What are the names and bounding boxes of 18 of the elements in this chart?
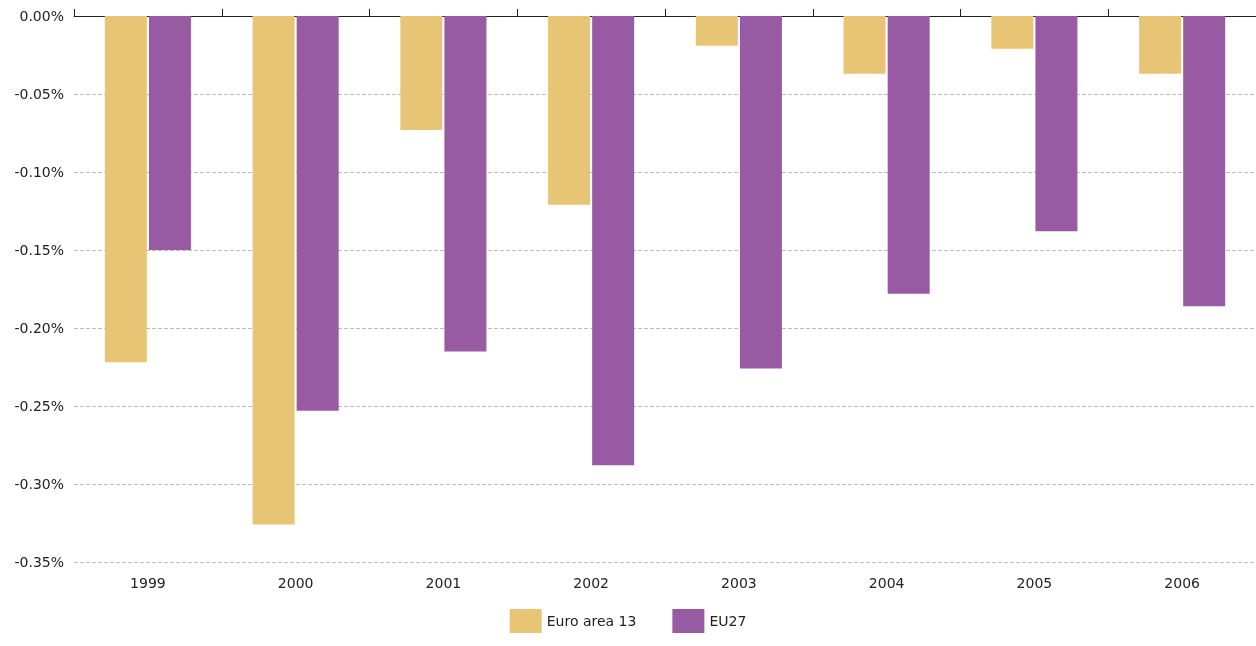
x-tick-label: 2005	[1016, 575, 1053, 591]
x-tick-label: 2004	[868, 575, 905, 591]
x-tick-label: 2000	[277, 575, 314, 591]
y-tick-label: -0.20%	[14, 320, 64, 336]
y-tick-label: -0.30%	[14, 476, 64, 492]
y-tick-label: -0.35%	[14, 554, 64, 570]
x-tick-label: 2006	[1164, 575, 1201, 591]
x-tick-label: 2003	[721, 575, 757, 591]
x-tick-label: 2002	[573, 575, 609, 591]
y-tick-label: -0.25%	[14, 398, 64, 414]
legend-label: EU27	[709, 613, 747, 629]
y-tick-label: -0.05%	[14, 86, 64, 102]
y-tick-label: 0.00%	[19, 8, 64, 24]
x-tick-label: 2001	[425, 575, 462, 591]
x-tick-label: 1999	[130, 575, 166, 591]
y-tick-label: -0.15%	[14, 242, 64, 258]
y-tick-label: -0.10%	[14, 164, 64, 180]
legend-label: Euro area 13	[546, 613, 637, 629]
